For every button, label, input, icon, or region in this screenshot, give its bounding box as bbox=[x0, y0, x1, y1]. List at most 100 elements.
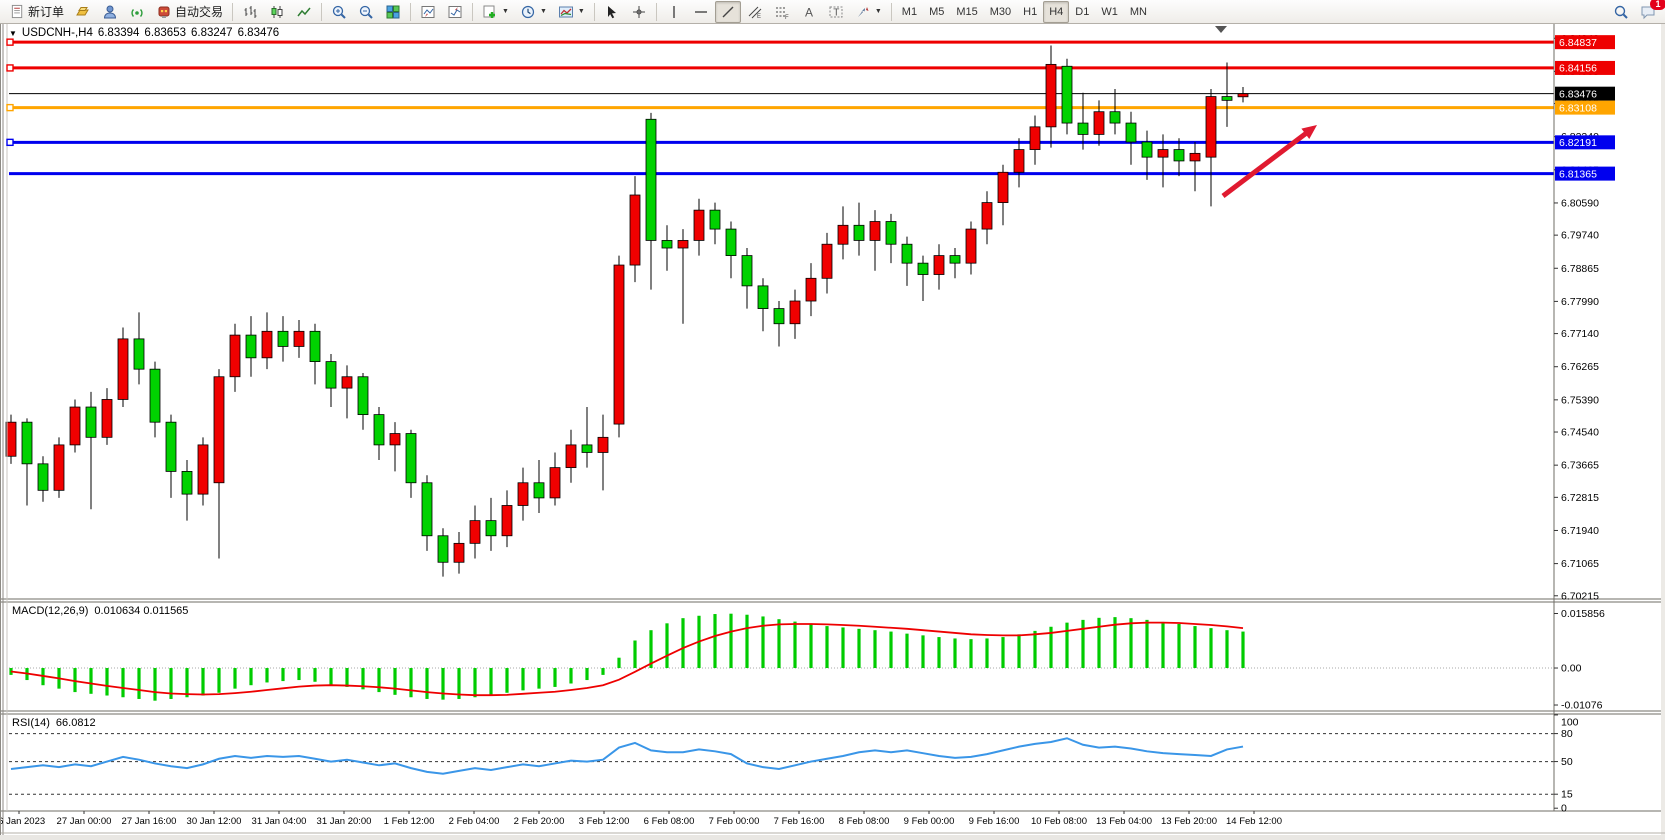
candle-body bbox=[1109, 111, 1121, 124]
timeframe-mn-button[interactable]: MN bbox=[1129, 5, 1147, 18]
rsi-line bbox=[10, 737, 1244, 775]
candle-body bbox=[1093, 111, 1105, 135]
chart-canvas[interactable]: 6.849406.840656.832156.823406.814656.805… bbox=[0, 24, 1665, 835]
vertical-line-tool-button[interactable] bbox=[661, 1, 687, 23]
trendline-tool-button[interactable] bbox=[714, 0, 741, 23]
candle-body bbox=[789, 300, 801, 325]
timeframe-h4-button[interactable]: H4 bbox=[1043, 0, 1070, 23]
chart-shift-marker-icon[interactable] bbox=[1215, 26, 1227, 33]
notifications-button[interactable]: 1 bbox=[1635, 0, 1665, 23]
autotrade-button[interactable]: 自动交易 bbox=[151, 1, 228, 23]
macd-tick-label: 0.00 bbox=[1561, 663, 1582, 675]
candle-body bbox=[261, 330, 273, 359]
timeframe-m30-button[interactable]: M30 bbox=[989, 5, 1012, 18]
candle-body bbox=[725, 228, 737, 256]
candle-body bbox=[629, 194, 641, 266]
channel-tool-button[interactable]: E bbox=[742, 1, 768, 23]
tile-windows-button[interactable] bbox=[380, 1, 406, 23]
candle-body bbox=[1029, 126, 1041, 150]
axis-price-badge bbox=[1555, 100, 1615, 115]
time-tick-label: 26 Jan 2023 bbox=[1, 816, 45, 827]
candle-body bbox=[693, 209, 705, 241]
price-tick-label: 6.73665 bbox=[1561, 460, 1599, 472]
toolbar-separator bbox=[321, 2, 323, 21]
chart-template-button[interactable]: ▼ bbox=[553, 1, 590, 23]
time-tick-label: 7 Feb 16:00 bbox=[774, 816, 825, 827]
arrows-tool-button[interactable]: ▼ bbox=[850, 1, 887, 23]
timeframe-m5-button[interactable]: M5 bbox=[929, 5, 945, 18]
gold-ingot-icon bbox=[75, 4, 91, 20]
timeframe-d1-button[interactable]: D1 bbox=[1075, 5, 1090, 18]
fibonacci-icon: F bbox=[774, 4, 790, 20]
indicator-window-icon bbox=[420, 4, 436, 20]
period-button[interactable]: ▼ bbox=[515, 1, 552, 23]
rsi-tick-label: 50 bbox=[1561, 756, 1573, 768]
candle-body bbox=[5, 421, 17, 457]
add-chart-icon bbox=[482, 4, 498, 20]
symbol-search-button[interactable] bbox=[1608, 1, 1634, 23]
axis-price-badge bbox=[1555, 166, 1615, 181]
chart-menu-arrow-icon[interactable]: ▼ bbox=[9, 28, 17, 38]
crosshair-tool-button[interactable] bbox=[626, 1, 652, 23]
time-tick-label: 14 Feb 12:00 bbox=[1226, 816, 1282, 827]
candlestick-chart-icon bbox=[269, 4, 285, 20]
trend-arrow-shaft[interactable] bbox=[1221, 127, 1313, 198]
new-order-button[interactable]: 新订单 bbox=[4, 1, 69, 23]
text-tool-button[interactable]: A bbox=[796, 1, 822, 23]
time-tick-label: 27 Jan 00:00 bbox=[57, 816, 112, 827]
price-tick-label: 6.71940 bbox=[1561, 525, 1599, 537]
gold-chart-button[interactable] bbox=[70, 1, 96, 23]
chart-template-icon bbox=[558, 4, 574, 20]
chart-background bbox=[1, 24, 1665, 835]
zoom-in-button[interactable] bbox=[326, 1, 352, 23]
svg-text:F: F bbox=[785, 15, 789, 20]
candle-body bbox=[581, 444, 593, 453]
timeframe-m15-button[interactable]: M15 bbox=[956, 5, 978, 18]
time-tick-label: 9 Feb 16:00 bbox=[969, 816, 1020, 827]
cursor-tool-button[interactable] bbox=[599, 1, 625, 23]
trendline-icon bbox=[720, 4, 736, 20]
zoom-in-icon bbox=[331, 4, 347, 20]
line-anchor-handle[interactable] bbox=[6, 38, 14, 46]
price-tick-label: 6.71065 bbox=[1561, 558, 1599, 570]
price-tick-label: 6.79740 bbox=[1561, 230, 1599, 242]
label-tool-button[interactable]: T bbox=[823, 1, 849, 23]
signals-button[interactable] bbox=[124, 1, 150, 23]
candle-body bbox=[437, 535, 449, 563]
candle-body bbox=[389, 433, 401, 446]
candle-body bbox=[1189, 152, 1201, 162]
indicator-list-button[interactable] bbox=[442, 1, 468, 23]
candle-body bbox=[933, 255, 945, 275]
timeframe-m1-button[interactable]: M1 bbox=[901, 5, 918, 18]
line-anchor-handle[interactable] bbox=[6, 103, 14, 112]
line-anchor-handle[interactable] bbox=[6, 138, 14, 147]
horizontal-line-tool-button[interactable] bbox=[688, 1, 714, 23]
price-tick-label: 6.75390 bbox=[1561, 394, 1599, 406]
candle-body bbox=[1205, 96, 1217, 158]
macd-tick-label: -0.01076 bbox=[1561, 700, 1603, 712]
price-tick-label: 6.74540 bbox=[1561, 427, 1599, 439]
candle-body bbox=[69, 406, 81, 446]
macd-tick-label: 0.015856 bbox=[1561, 608, 1605, 620]
candle-body bbox=[101, 399, 113, 438]
candle-body bbox=[885, 221, 897, 245]
price-tick-label: 6.80590 bbox=[1561, 197, 1599, 209]
bar-chart-button[interactable] bbox=[237, 1, 263, 23]
trend-arrow-head[interactable] bbox=[1301, 125, 1317, 140]
candle-body bbox=[133, 338, 145, 370]
add-chart-button[interactable]: ▼ bbox=[477, 1, 514, 23]
time-tick-label: 1 Feb 12:00 bbox=[384, 816, 435, 827]
candle-body bbox=[917, 262, 929, 275]
indicator-window-button[interactable] bbox=[415, 1, 441, 23]
text-label-icon: T bbox=[828, 4, 844, 20]
candle-body bbox=[245, 334, 257, 359]
timeframe-h1-button[interactable]: H1 bbox=[1023, 5, 1038, 18]
candle-chart-button[interactable] bbox=[264, 1, 290, 23]
line-chart-button[interactable] bbox=[291, 1, 317, 23]
line-anchor-handle[interactable] bbox=[6, 64, 14, 72]
zoom-out-button[interactable] bbox=[353, 1, 379, 23]
profile-button[interactable] bbox=[97, 1, 123, 23]
timeframe-w1-button[interactable]: W1 bbox=[1101, 5, 1118, 18]
candle-body bbox=[229, 334, 241, 378]
fibonacci-tool-button[interactable]: F bbox=[769, 1, 795, 23]
